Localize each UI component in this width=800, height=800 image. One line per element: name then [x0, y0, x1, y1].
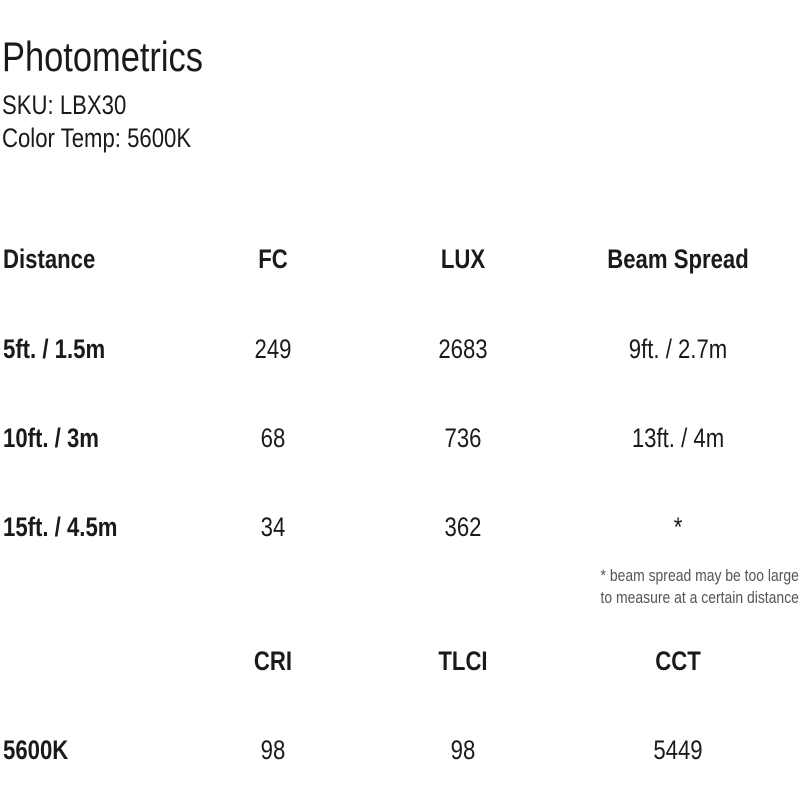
color-temp-label: Color Temp: 5600K	[2, 123, 192, 153]
row-distance: 10ft. / 3m	[3, 423, 99, 453]
row-cri: 98	[260, 735, 286, 765]
row-beam-spread: 9ft. / 2.7m	[628, 334, 728, 364]
header-lux: LUX	[440, 244, 486, 274]
row-beam-spread: *	[673, 512, 683, 542]
row-distance: 5ft. / 1.5m	[3, 334, 106, 364]
row-cct: 5449	[653, 735, 703, 765]
row-lux: 736	[444, 423, 482, 453]
footnote-line: to measure at a certain distance	[600, 588, 799, 607]
header-tlci: TLCI	[438, 646, 488, 676]
row-tlci: 98	[450, 735, 476, 765]
header-beam-spread: Beam Spread	[607, 244, 749, 274]
row-lux: 362	[444, 512, 482, 542]
row-fc: 68	[260, 423, 286, 453]
row-color-temp: 5600K	[3, 735, 69, 765]
header-cri: CRI	[253, 646, 293, 676]
row-fc: 249	[254, 334, 292, 364]
sku-label: SKU: LBX30	[2, 90, 127, 120]
row-fc: 34	[260, 512, 286, 542]
header-distance: Distance	[3, 244, 96, 274]
row-lux: 2683	[438, 334, 488, 364]
header-cct: CCT	[655, 646, 701, 676]
header-fc: FC	[258, 244, 288, 274]
row-beam-spread: 13ft. / 4m	[631, 423, 725, 453]
page-title: Photometrics	[2, 33, 203, 80]
row-distance: 15ft. / 4.5m	[3, 512, 118, 542]
footnote-line: * beam spread may be too large	[600, 566, 799, 585]
